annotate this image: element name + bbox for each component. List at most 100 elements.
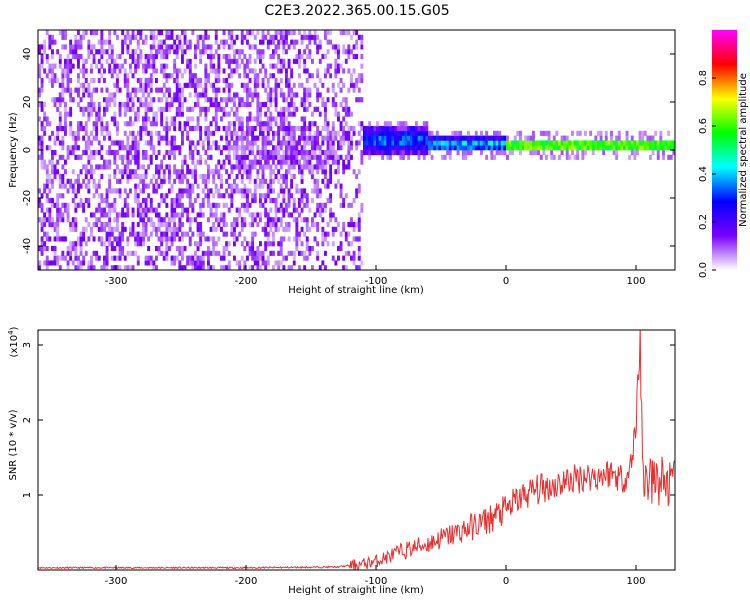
heatmap-cell: [191, 140, 195, 146]
heatmap-cell: [43, 188, 47, 194]
heatmap-cell: [235, 92, 239, 98]
heatmap-cell: [58, 217, 62, 223]
heatmap-cell: [175, 87, 179, 93]
heatmap-cell: [58, 116, 62, 122]
heatmap-cell: [563, 145, 567, 151]
heatmap-cell: [155, 231, 158, 237]
heatmap-cell: [279, 87, 283, 93]
heatmap-cell: [350, 154, 353, 160]
heatmap-cell: [240, 30, 244, 36]
heatmap-cell: [295, 159, 299, 165]
heatmap-cell: [134, 154, 138, 160]
heatmap-cell: [230, 68, 234, 74]
heatmap-cell: [396, 126, 400, 132]
heatmap-cell: [311, 135, 314, 141]
heatmap-cell: [487, 140, 491, 146]
heatmap-cell: [84, 121, 88, 127]
heatmap-cell: [61, 236, 65, 242]
heatmap-cell: [90, 265, 93, 270]
heatmap-cell: [532, 150, 535, 156]
heatmap-cell: [100, 130, 104, 136]
heatmap-cell: [662, 154, 665, 160]
heatmap-cell: [58, 193, 62, 199]
heatmap-cell: [100, 30, 104, 36]
heatmap-cell: [66, 150, 70, 156]
heatmap-cell: [194, 241, 197, 247]
heatmap-cell: [103, 260, 106, 266]
heatmap-cell: [144, 207, 148, 213]
heatmap-cell: [131, 106, 135, 112]
heatmap-cell: [251, 198, 255, 204]
heatmap-cell: [256, 82, 260, 88]
heatmap-cell: [456, 135, 460, 141]
heatmap-cell: [287, 130, 291, 136]
heatmap-cell: [79, 265, 83, 270]
heatmap-cell: [264, 102, 268, 108]
heatmap-cell: [222, 255, 226, 261]
heatmap-cell: [92, 106, 96, 112]
heatmap-cell: [69, 111, 73, 117]
heatmap-cell: [344, 130, 348, 136]
heatmap-cell: [95, 49, 99, 55]
heatmap-cell: [464, 140, 468, 146]
heatmap-cell: [194, 169, 197, 175]
heatmap-cell: [248, 30, 252, 36]
heatmap-cell: [178, 97, 182, 103]
heatmap-cell: [461, 140, 465, 146]
heatmap-cell: [92, 236, 96, 242]
heatmap-cell: [225, 39, 229, 45]
heatmap-cell: [118, 255, 122, 261]
heatmap-cell: [53, 140, 57, 146]
heatmap-cell: [339, 241, 343, 247]
heatmap-cell: [222, 193, 226, 199]
heatmap-cell: [292, 198, 296, 204]
heatmap-cell: [217, 169, 221, 175]
heatmap-cell: [191, 106, 195, 112]
heatmap-cell: [82, 231, 86, 237]
heatmap-cell: [157, 164, 161, 170]
heatmap-cell: [342, 226, 346, 232]
heatmap-cell: [389, 145, 392, 151]
heatmap-cell: [287, 193, 291, 199]
heatmap-cell: [207, 193, 210, 199]
heatmap-cell: [279, 183, 283, 189]
heatmap-cell: [316, 183, 320, 189]
heatmap-cell: [196, 159, 200, 165]
heatmap-cell: [238, 260, 242, 266]
heatmap-cell: [149, 121, 153, 127]
heatmap-cell: [633, 140, 637, 146]
heatmap-cell: [103, 255, 106, 261]
heatmap-cell: [149, 217, 153, 223]
heatmap-cell: [292, 207, 296, 213]
snr-x-label: Height of straight line (km): [288, 585, 424, 596]
heatmap-cell: [261, 34, 265, 40]
heatmap-cell: [225, 178, 229, 184]
heatmap-cell: [38, 49, 41, 55]
heatmap-cell: [170, 44, 174, 50]
heatmap-cell: [357, 188, 361, 194]
heatmap-cell: [90, 78, 93, 84]
heatmap-cell: [347, 231, 351, 237]
heatmap-cell: [243, 183, 247, 189]
heatmap-cell: [69, 255, 73, 261]
heatmap-cell: [90, 169, 93, 175]
heatmap-cell: [40, 164, 44, 170]
heatmap-cell: [646, 140, 650, 146]
heatmap-cell: [409, 140, 413, 146]
heatmap-cell: [165, 116, 169, 122]
heatmap-cell: [563, 140, 567, 146]
heatmap-cell: [173, 217, 177, 223]
heatmap-cell: [51, 54, 54, 60]
heatmap-cell: [545, 145, 548, 151]
heatmap-cell: [633, 150, 637, 156]
heatmap-cell: [199, 111, 203, 117]
heatmap-cell: [136, 183, 140, 189]
heatmap-cell: [344, 97, 348, 103]
heatmap-cell: [230, 222, 234, 228]
heatmap-cell: [240, 140, 244, 146]
heatmap-cell: [253, 164, 257, 170]
heatmap-cell: [550, 150, 554, 156]
heatmap-cell: [214, 111, 218, 117]
heatmap-cell: [136, 39, 140, 45]
heatmap-cell: [142, 150, 145, 156]
